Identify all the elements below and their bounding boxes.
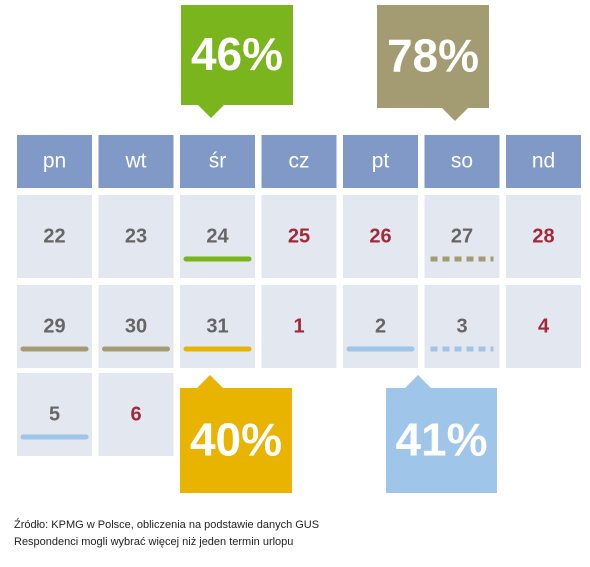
callout-pointer [198,105,224,118]
day-cell [424,195,500,278]
weekday-header [98,135,174,188]
day-cell [180,285,255,368]
day-number: 25 [288,225,310,247]
day-number: 6 [130,403,141,425]
day-number: 26 [369,225,391,247]
weekday-label: śr [209,150,227,173]
footnote: Respondenci mogli wybrać więcej niż jede… [14,536,293,548]
weekday-header [261,135,337,188]
weekday-header [506,135,581,188]
callout-value: 41% [395,414,487,466]
weekday-header [180,135,255,188]
weekday-label: wt [125,150,147,173]
weekday-label: cz [289,150,310,173]
day-number: 23 [125,225,147,247]
source-note: Źródło: KPMG w Polsce, obliczenia na pod… [14,518,319,531]
day-cell [261,195,337,278]
day-cell [506,195,581,278]
day-cell [506,285,581,368]
day-number: 3 [456,315,467,337]
weekday-label: pt [372,150,390,173]
day-cell [98,285,174,368]
day-number: 29 [43,315,65,337]
day-number: 2 [375,315,386,337]
day-number: 22 [43,225,65,247]
day-cell [17,373,92,456]
callout-pointer [405,375,431,388]
day-cell [180,195,255,278]
day-number: 5 [49,403,60,425]
day-number: 30 [125,315,147,337]
day-cell [98,195,174,278]
day-cell [343,285,418,368]
day-number: 4 [538,315,550,337]
day-cell [261,285,337,368]
day-number: 1 [293,315,304,337]
day-cell [424,285,500,368]
callout-value: 78% [387,30,479,82]
callout-box [181,5,293,105]
day-number: 27 [451,225,473,247]
day-number: 24 [206,225,229,247]
day-cell [98,373,174,456]
weekday-label: so [451,150,473,173]
callout-pointer [442,108,468,121]
weekday-header [17,135,92,188]
day-cell [17,285,92,368]
day-number: 31 [206,315,228,337]
callout-pointer [197,375,223,388]
callout-box [180,388,292,493]
weekday-header [343,135,418,188]
weekday-label: pn [43,150,66,173]
day-cell [17,195,92,278]
weekday-label: nd [532,150,555,173]
weekday-header [424,135,500,188]
day-number: 28 [532,225,554,247]
callout-value: 40% [190,414,282,466]
day-cell [343,195,418,278]
callout-value: 46% [191,28,283,80]
callout-box [377,5,489,108]
callout-box [386,388,497,493]
